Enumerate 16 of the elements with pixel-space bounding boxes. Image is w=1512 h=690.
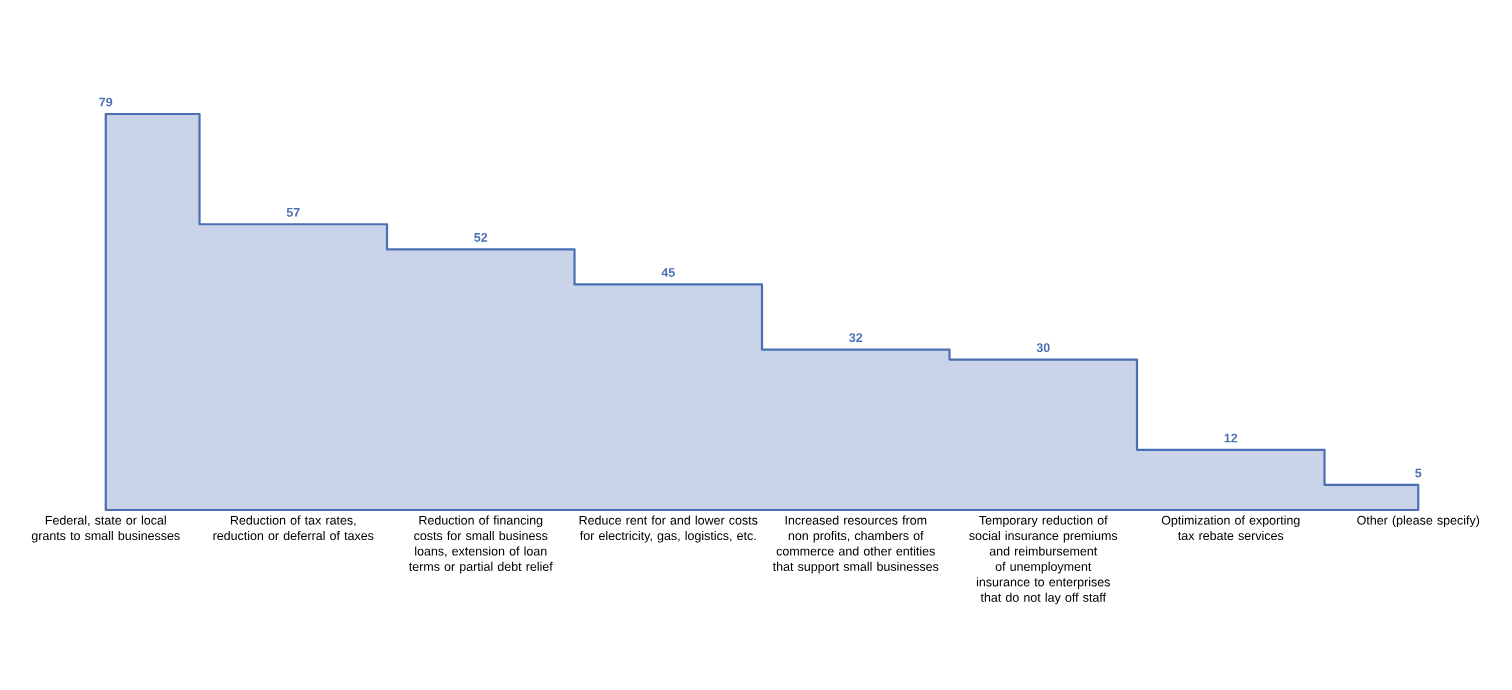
x-tick-label: Reduction of financing costs for small business loans, extension of loan terms or partial debt relief xyxy=(408,515,553,574)
x-tick-label: Federal, state or local grants to small businesses xyxy=(31,515,180,543)
data-label: 57 xyxy=(286,208,300,217)
x-tick-label: Reduce rent for and lower costs for electricity, gas, logistics, etc. xyxy=(579,515,758,543)
data-label: 32 xyxy=(849,333,863,343)
x-tick-label: Reduction of tax rates, reduction or deferral of taxes xyxy=(213,515,374,541)
data-label: 45 xyxy=(661,268,675,277)
data-label: 30 xyxy=(1036,343,1050,353)
x-tick-label: Other (please specify) xyxy=(1357,515,1480,528)
data-label: 52 xyxy=(474,233,488,242)
x-tick-label: Increased resources from non profits, chambers of commerce and other entities that support small businesses xyxy=(772,515,939,574)
x-tick-label: Temporary reduction of social insurance premiums and reimbursement of unemployment insurance to enterprises that do not lay off staff xyxy=(969,515,1118,605)
data-label: 79 xyxy=(99,97,113,107)
x-tick-label: Optimization of exporting tax rebate services xyxy=(1161,515,1300,541)
data-label: 5 xyxy=(1415,468,1422,478)
data-label: 12 xyxy=(1224,433,1238,443)
